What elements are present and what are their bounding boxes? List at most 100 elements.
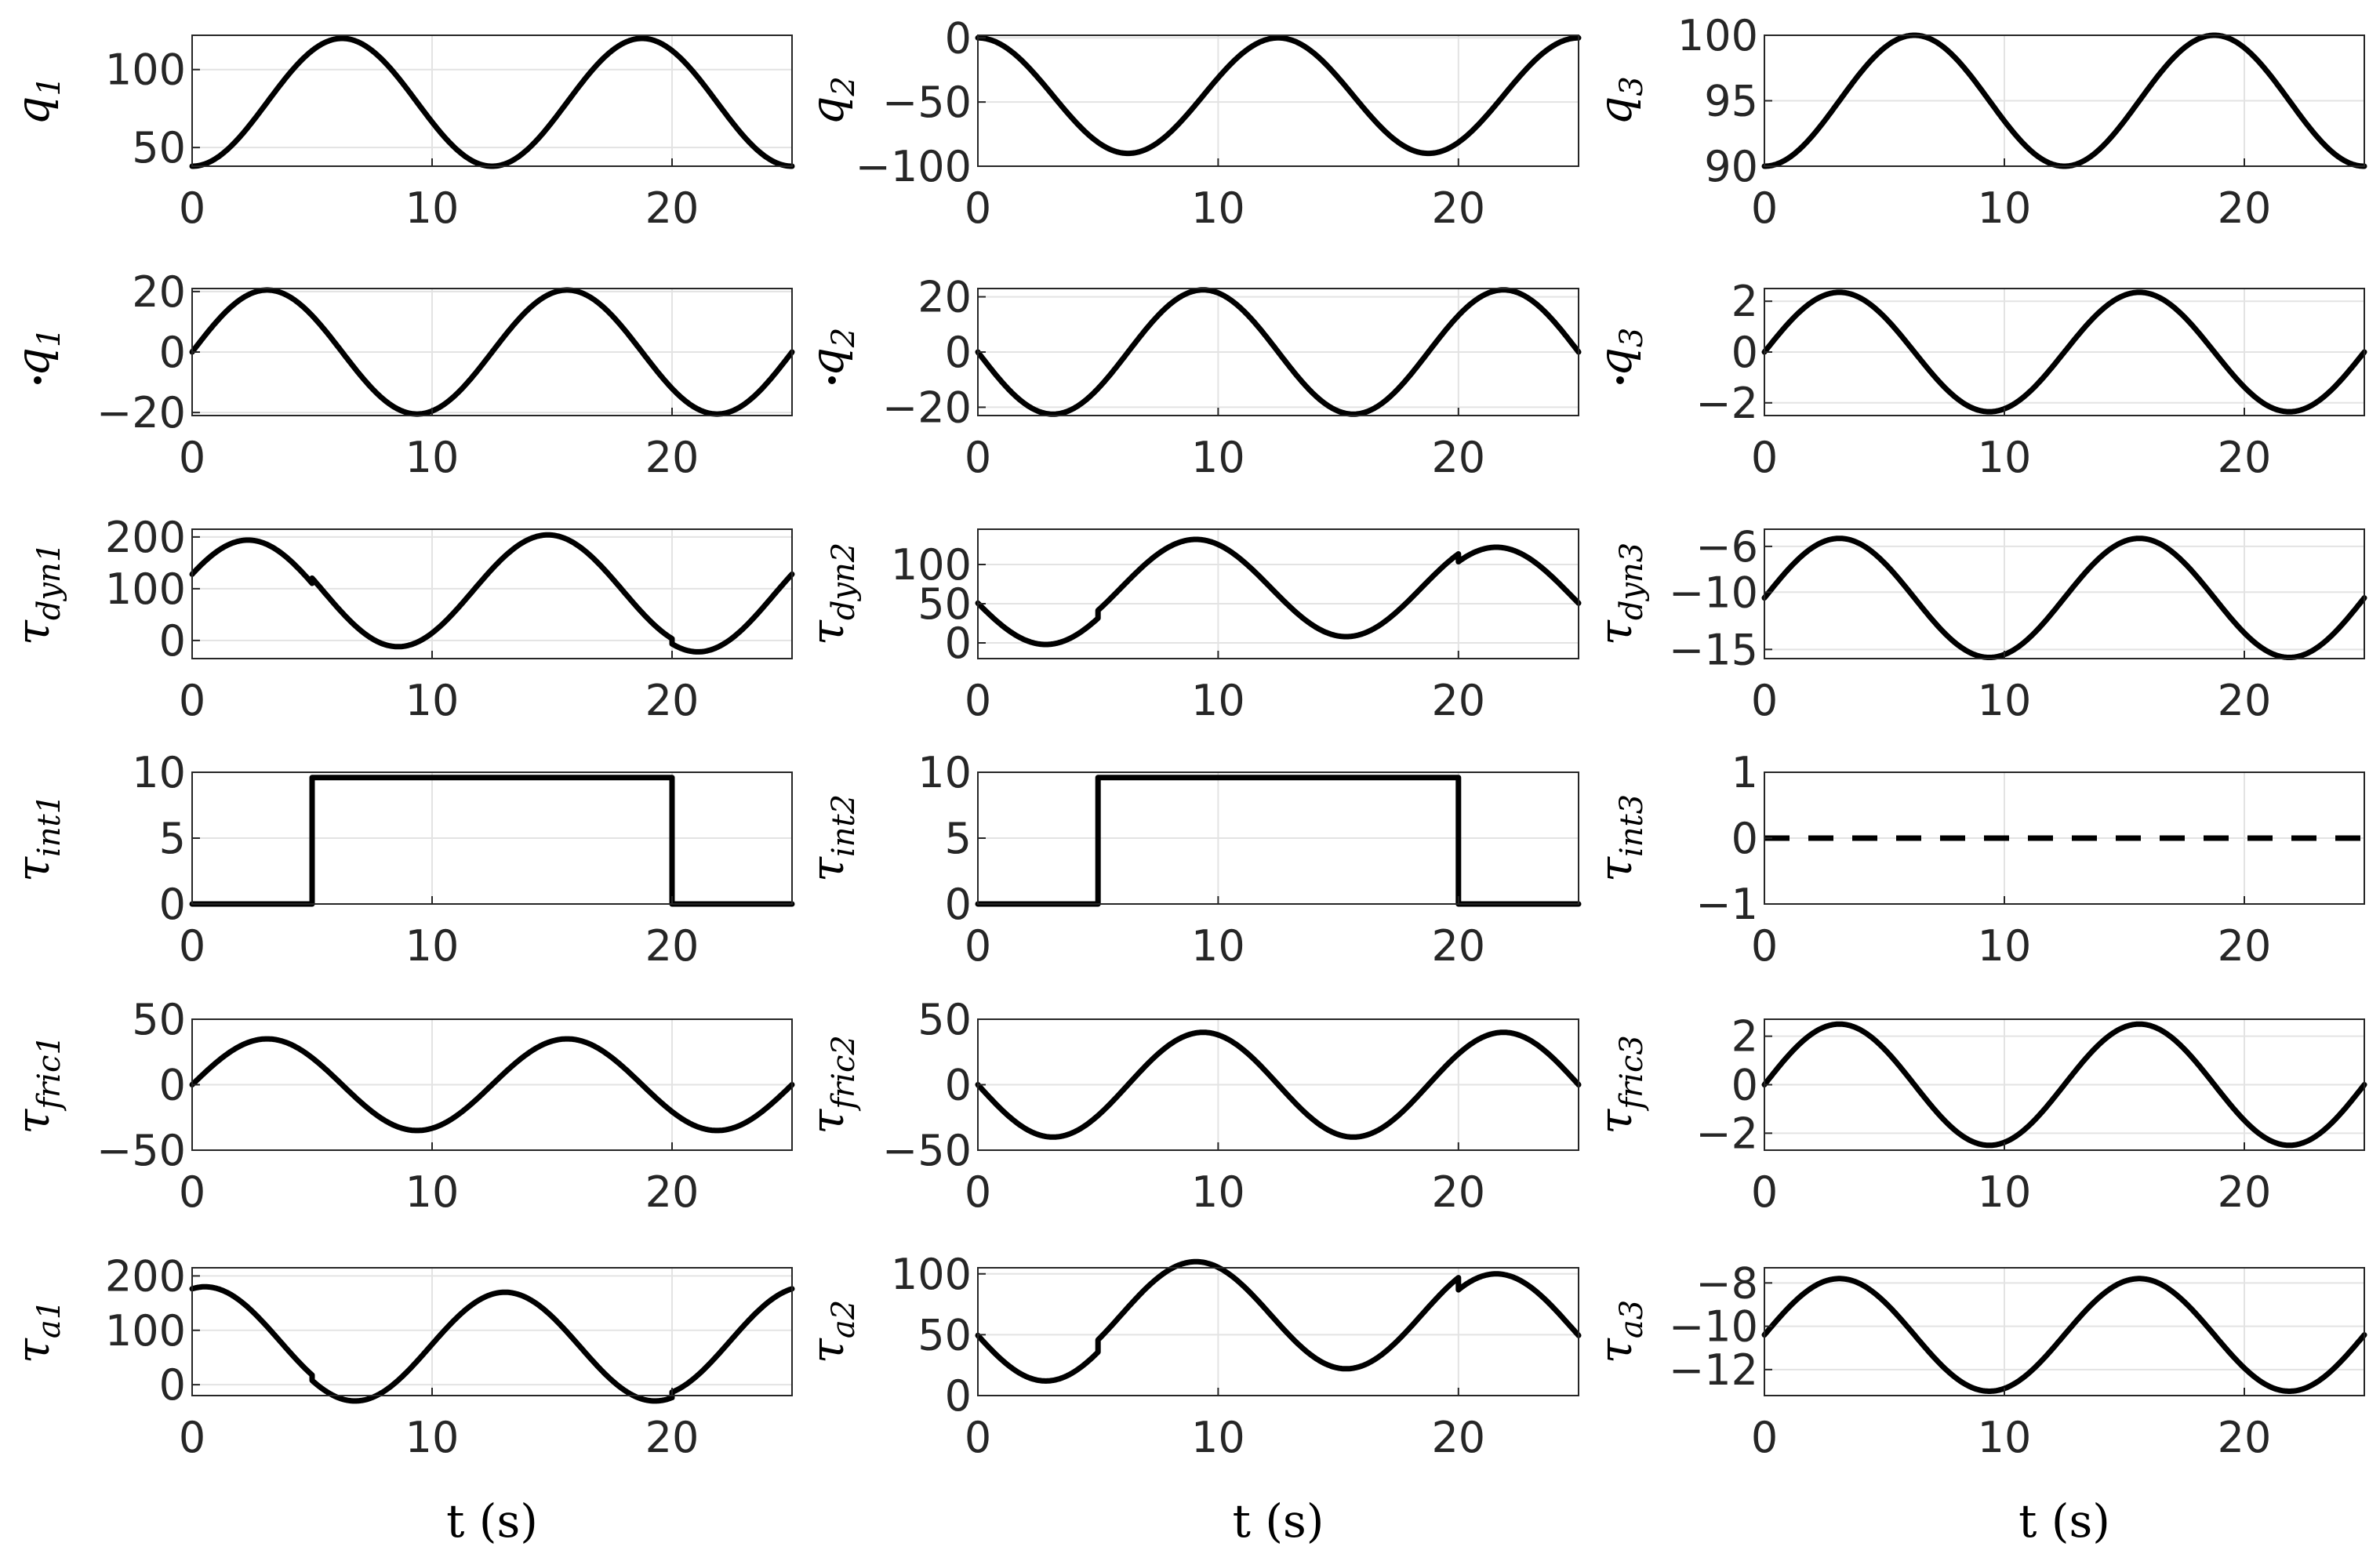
y-tick-label: 95 [1704, 77, 1758, 126]
x-tick-label: 20 [2218, 1413, 2272, 1462]
x-axis-label: t (s) [1233, 1494, 1324, 1548]
series-line-tfric1 [189, 1036, 795, 1134]
axes-box [191, 1267, 793, 1396]
y-tick-label: 5 [159, 814, 186, 863]
series-line-ta1 [189, 1283, 795, 1404]
axes-box [1764, 528, 2365, 659]
x-tick-label: 20 [645, 676, 699, 725]
axes-box [1764, 1267, 2365, 1396]
y-tick-label: −50 [882, 78, 972, 127]
x-tick-label: 20 [2218, 1167, 2272, 1217]
x-tick-label: 10 [405, 1167, 460, 1217]
x-tick-label: 10 [405, 183, 460, 233]
series-line-tdyn1 [189, 532, 795, 655]
y-tick-label: −10 [1669, 568, 1758, 617]
subplot-tdyn3: 0 10 20 −15 −10−6 τdyn3 [1589, 522, 2367, 725]
y-axis-label-subscript: int3 [1614, 794, 1650, 857]
y-axis-label-tfric1: τfric1 [6, 1035, 67, 1134]
series-line-tfric2 [975, 1029, 1582, 1140]
y-axis-label-qd2: q2 [801, 328, 862, 377]
x-tick-label: 20 [1431, 676, 1485, 725]
derivative-dot [1616, 376, 1624, 384]
y-tick-label: 2 [1731, 277, 1758, 326]
series-line-tfric3 [1761, 1021, 2367, 1149]
y-axis-label-subscript: 2 [826, 76, 862, 96]
x-tick-label: 0 [1751, 676, 1778, 725]
y-axis-label-subscript: 3 [1614, 328, 1650, 347]
y-tick-label: 0 [945, 619, 972, 668]
series-line-q2 [975, 34, 1582, 157]
y-axis-label-subscript: fric2 [826, 1035, 862, 1112]
y-tick-label: 0 [945, 328, 972, 377]
derivative-dot [828, 376, 836, 384]
x-tick-label: 0 [179, 1413, 205, 1462]
y-axis-label-subscript: int2 [826, 794, 862, 857]
x-tick-label: 20 [645, 1167, 699, 1217]
subplot-tint2: 0 10 20 0 5 10 τint2 [801, 748, 1582, 971]
x-tick-label: 20 [1431, 921, 1485, 971]
x-tick-label: 20 [645, 1413, 699, 1462]
axes-box [191, 34, 793, 167]
x-tick-label: 0 [965, 921, 991, 971]
y-axis-label-symbol: q [1589, 96, 1642, 125]
x-tick-label: 10 [1191, 921, 1245, 971]
subplot-q1: 0 10 20 50 100 q1 [6, 34, 795, 233]
x-tick-label: 10 [1978, 183, 2032, 233]
y-axis-label-symbol: τ [6, 1109, 60, 1134]
y-axis-label-subscript: 2 [826, 328, 862, 348]
series-line-qd2 [975, 287, 1582, 417]
x-tick-label: 0 [1751, 1413, 1778, 1462]
y-tick-label: 50 [132, 995, 186, 1044]
y-axis-label-tdyn1: τdyn1 [6, 543, 67, 646]
x-tick-label: 0 [1751, 433, 1778, 482]
y-axis-label-symbol: q [6, 96, 60, 125]
y-axis-label-symbol: q [6, 347, 60, 376]
y-tick-label: 0 [945, 13, 972, 63]
y-tick-label: 0 [1731, 328, 1758, 377]
x-tick-label: 20 [2218, 433, 2272, 482]
y-tick-label: 0 [1731, 1061, 1758, 1110]
series-line-qd1 [189, 287, 795, 417]
y-tick-label: 0 [159, 1061, 186, 1110]
y-axis-label-tint1: τint1 [6, 794, 67, 882]
y-tick-label: 10 [132, 748, 186, 797]
x-tick-label: 0 [1751, 921, 1778, 971]
axes-box [977, 34, 1579, 167]
y-axis-label-symbol: τ [801, 1109, 854, 1134]
series-line-tint1 [189, 775, 795, 907]
x-tick-label: 10 [405, 676, 460, 725]
y-tick-label: 2 [1731, 1012, 1758, 1062]
x-tick-label: 0 [965, 1167, 991, 1217]
y-tick-label: 0 [159, 328, 186, 377]
x-tick-label: 0 [179, 183, 205, 233]
y-axis-label-subscript: dyn2 [826, 543, 862, 620]
y-tick-label: 100 [105, 45, 186, 95]
x-tick-label: 20 [645, 433, 699, 482]
subplot-q3: 0 10 20 90 95 100 q3 [1589, 11, 2367, 233]
y-axis-label-qd3: q3 [1589, 328, 1650, 377]
y-axis-label-ta3: τa3 [1589, 1300, 1650, 1363]
y-axis-label-subscript: a3 [1614, 1300, 1650, 1338]
axes-box [191, 528, 793, 659]
x-tick-label: 10 [1978, 921, 2032, 971]
y-axis-label-symbol: τ [1589, 619, 1642, 645]
x-tick-label: 10 [405, 433, 460, 482]
y-axis-label-symbol: τ [6, 856, 60, 882]
y-tick-label: −20 [96, 388, 186, 437]
y-axis-label-ta1: τa1 [6, 1300, 67, 1363]
y-tick-label: −10 [1669, 1302, 1758, 1352]
y-tick-label: −100 [856, 142, 972, 191]
y-tick-label: −20 [882, 383, 972, 432]
y-axis-label-symbol: τ [6, 619, 60, 645]
derivative-dot [34, 376, 42, 384]
y-tick-label: 5 [945, 814, 972, 863]
y-axis-label-tint2: τint2 [801, 794, 862, 882]
series-line-ta2 [975, 1258, 1582, 1384]
y-tick-label: 100 [105, 565, 186, 614]
y-tick-label: −2 [1695, 1109, 1758, 1158]
